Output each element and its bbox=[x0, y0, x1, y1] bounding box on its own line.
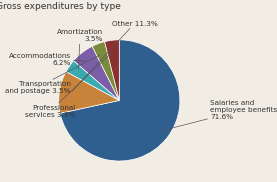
Text: Transportation
and postage 3.5%: Transportation and postage 3.5% bbox=[5, 55, 99, 94]
Text: Amortization
3.5%: Amortization 3.5% bbox=[57, 29, 103, 69]
Wedge shape bbox=[74, 46, 119, 100]
Wedge shape bbox=[105, 40, 119, 100]
Text: Salaries and
employee benefits
71.6%: Salaries and employee benefits 71.6% bbox=[161, 100, 277, 131]
Wedge shape bbox=[92, 42, 119, 100]
Text: Other 11.3%: Other 11.3% bbox=[72, 21, 157, 91]
Text: Accommodations
6.2%: Accommodations 6.2% bbox=[9, 53, 86, 66]
Wedge shape bbox=[60, 40, 180, 161]
Text: Gross expenditures by type: Gross expenditures by type bbox=[0, 2, 120, 11]
Text: Professional
services 3.9%: Professional services 3.9% bbox=[25, 53, 111, 118]
Wedge shape bbox=[66, 61, 119, 100]
Wedge shape bbox=[59, 72, 119, 113]
